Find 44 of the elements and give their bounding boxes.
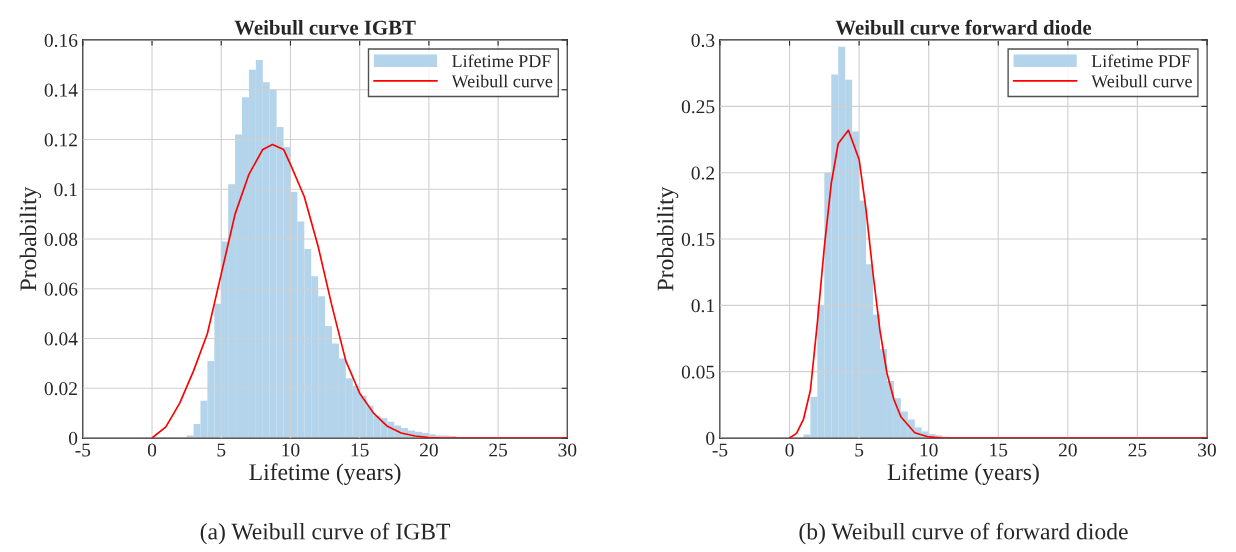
- text: (b) Weibull curve of forward diode: [799, 522, 1128, 545]
- x-tick-label: 20: [420, 443, 438, 457]
- y-tick-label: 0.06: [44, 282, 78, 296]
- y-tick-label: 0.25: [681, 100, 715, 114]
- y-tick-label: 0.15: [681, 232, 715, 247]
- x-tick-label: 15: [990, 443, 1008, 457]
- x-tick-label: 0: [147, 443, 157, 457]
- y-tick-label: 0.14: [44, 83, 78, 97]
- x-tick-label: 5: [217, 443, 226, 457]
- y-tick-label: 0.3: [691, 33, 715, 48]
- chart-title: Weibull curve forward diode: [835, 19, 1092, 35]
- y-axis-title: Probability: [19, 186, 42, 291]
- x-tick-label: 15: [351, 443, 369, 457]
- x-tick-label: 25: [1128, 443, 1147, 457]
- text: (a) Weibull curve of IGBT: [200, 522, 451, 545]
- y-tick-label: 0.1: [691, 299, 714, 313]
- x-axis-title: Lifetime (years): [887, 463, 1039, 485]
- y-tick-label: 0.04: [44, 332, 78, 346]
- x-tick-label: 0: [785, 443, 794, 457]
- x-tick-label: 30: [1198, 443, 1216, 457]
- y-axis-title: Probability: [656, 186, 679, 291]
- legend-label: Weibull curve: [451, 74, 553, 88]
- y-tick-label: 0.1: [54, 183, 77, 197]
- x-tick-label: 5: [855, 443, 864, 457]
- y-tick-label: 0.12: [44, 133, 77, 147]
- y-tick-label: 0: [68, 431, 78, 445]
- x-tick-label: -5: [75, 443, 91, 457]
- x-tick-label: -5: [712, 443, 728, 457]
- y-tick-label: 0.08: [44, 232, 78, 247]
- y-tick-label: 0.05: [681, 365, 715, 379]
- legend-label: Weibull curve: [1091, 74, 1192, 88]
- y-tick-label: 0.16: [44, 33, 78, 48]
- x-tick-label: 25: [489, 443, 508, 457]
- x-tick-label: 20: [1058, 443, 1077, 457]
- x-tick-label: 30: [558, 443, 577, 457]
- x-axis-title: Lifetime (years): [249, 463, 401, 485]
- x-tick-label: 10: [920, 443, 938, 457]
- y-tick-label: 0.02: [44, 382, 77, 396]
- x-tick-label: 10: [282, 443, 300, 457]
- legend-label: Lifetime PDF: [452, 54, 551, 68]
- legend-label: Lifetime PDF: [1091, 54, 1191, 68]
- chart-title: Weibull curve IGBT: [234, 20, 416, 35]
- y-tick-label: 0.2: [691, 166, 715, 180]
- y-tick-label: 0: [706, 431, 715, 445]
